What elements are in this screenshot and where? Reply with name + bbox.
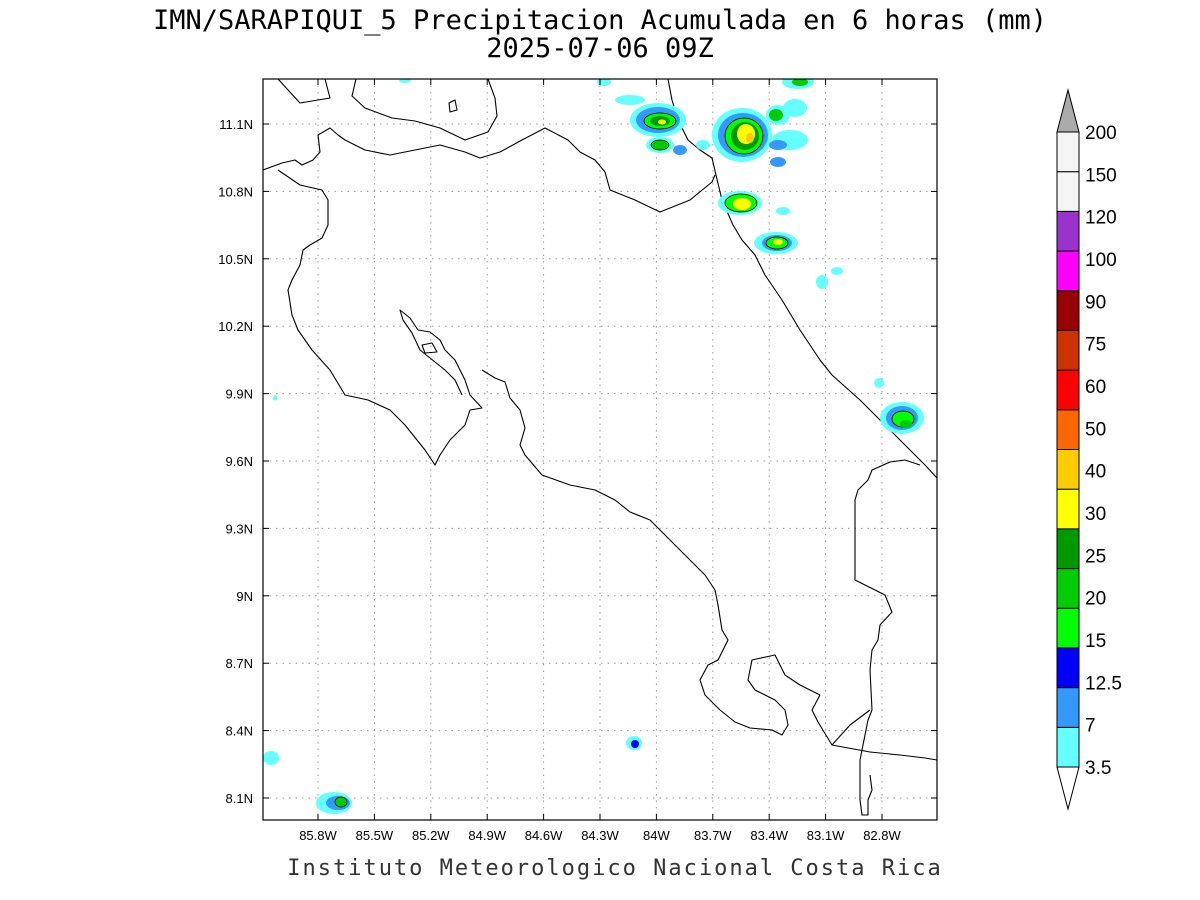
rain-cell xyxy=(718,191,790,215)
lon-tick-label: 85.8W xyxy=(299,828,337,843)
lon-tick-label: 85.5W xyxy=(356,828,394,843)
rain-cell xyxy=(766,79,814,167)
pacific-coastline xyxy=(277,169,483,466)
colorbar-swatch xyxy=(1056,250,1080,292)
colorbar-swatch xyxy=(1056,369,1080,411)
colorbar-under-arrow xyxy=(1056,766,1080,811)
colorbar-swatch xyxy=(1056,488,1080,530)
colorbar-label: 200 xyxy=(1085,123,1117,144)
axis-ticks: 85.8W 85.5W 85.2W 84.9W 84.6W 84.3W 84W 83.7W 83… xyxy=(218,79,937,843)
colorbar-label: 120 xyxy=(1085,208,1117,229)
lon-tick-label: 85.2W xyxy=(412,828,450,843)
colorbar-label: 30 xyxy=(1085,504,1106,525)
credit-text: Instituto Meteorologico Nacional Costa R… xyxy=(287,856,943,881)
lat-tick-label: 9.6N xyxy=(226,454,253,469)
lake-nicaragua-shore xyxy=(277,79,331,104)
rain-cell xyxy=(874,378,924,434)
colorbar-swatch xyxy=(1056,290,1080,331)
rain-cell xyxy=(754,232,798,254)
map-grid xyxy=(263,79,937,820)
lon-tick-label: 83.4W xyxy=(750,828,788,843)
colorbar-label: 40 xyxy=(1085,462,1106,483)
colorbar-label: 50 xyxy=(1085,419,1106,440)
colorbar-swatch xyxy=(1056,449,1080,490)
rain-cell xyxy=(272,395,278,401)
colorbar-label: 12.5 xyxy=(1085,673,1122,694)
lat-tick-label: 10.5N xyxy=(218,252,253,267)
lat-tick-label: 10.8N xyxy=(218,184,253,199)
colorbar-swatch xyxy=(1056,647,1080,689)
colorbar-label: 15 xyxy=(1085,631,1106,652)
colorbar-swatch xyxy=(1056,409,1080,450)
colorbar-label: 90 xyxy=(1085,292,1106,313)
colorbar-swatch xyxy=(1056,568,1080,609)
colorbar-swatch xyxy=(1056,131,1080,173)
lon-tick-label: 83.1W xyxy=(807,828,845,843)
colorbar-label: 7 xyxy=(1085,716,1096,737)
rain-cell xyxy=(831,267,843,275)
colorbar-label: 75 xyxy=(1085,335,1106,356)
colorbar-label: 60 xyxy=(1085,377,1106,398)
lat-tick-label: 11.1N xyxy=(219,117,253,132)
colorbar-swatch xyxy=(1056,607,1080,649)
colorbar-label: 100 xyxy=(1085,250,1117,271)
lat-tick-label: 8.7N xyxy=(226,656,253,671)
colorbar-legend: 3.5 7 12.5 15 20 25 30 40 50 60 75 90 100 120 150 200 xyxy=(1056,88,1122,811)
colorbar-swatch xyxy=(1056,726,1080,768)
colorbar-swatch xyxy=(1056,210,1080,252)
rain-cell xyxy=(630,103,686,137)
panama-border xyxy=(854,459,921,816)
rain-cell xyxy=(646,137,687,155)
coastline-borders xyxy=(263,79,937,816)
rain-cell xyxy=(816,275,828,289)
colorbar-swatch xyxy=(1056,687,1080,728)
precipitation-field xyxy=(263,79,924,814)
caribbean-coastline xyxy=(667,79,937,479)
lat-tick-label: 9N xyxy=(236,589,253,604)
rain-cell xyxy=(615,95,645,105)
nicaragua-border xyxy=(263,127,716,213)
rain-cell xyxy=(696,140,710,150)
lon-tick-label: 84.3W xyxy=(581,828,619,843)
colorbar-swatch xyxy=(1056,329,1080,371)
lon-tick-label: 82.8W xyxy=(863,828,901,843)
colorbar-over-arrow xyxy=(1056,88,1080,133)
lat-tick-label: 10.2N xyxy=(218,319,253,334)
lat-tick-label: 8.4N xyxy=(226,724,253,739)
rain-cell-main xyxy=(712,108,772,162)
lon-tick-label: 84.9W xyxy=(468,828,506,843)
rain-cell xyxy=(399,79,411,83)
rain-cell xyxy=(263,751,279,765)
lat-tick-label: 9.3N xyxy=(226,521,253,536)
lon-tick-label: 84W xyxy=(643,828,670,843)
colorbar-swatch xyxy=(1056,528,1080,570)
lon-tick-label: 84.6W xyxy=(525,828,563,843)
rain-cell xyxy=(626,736,642,750)
colorbar-label: 3.5 xyxy=(1085,758,1111,779)
chart-subtitle-datetime: 2025-07-06 09Z xyxy=(486,33,714,64)
rain-cell xyxy=(316,792,352,814)
chart-title: IMN/SARAPIQUI_5 Precipitacion Acumulada … xyxy=(152,5,1048,36)
lon-tick-label: 83.7W xyxy=(694,828,732,843)
lat-tick-label: 9.9N xyxy=(226,387,253,402)
colorbar-label: 25 xyxy=(1085,546,1106,567)
colorbar-swatch xyxy=(1056,171,1080,212)
colorbar-label: 150 xyxy=(1085,165,1117,186)
lat-tick-label: 8.1N xyxy=(226,791,253,806)
rain-cell xyxy=(597,79,611,86)
colorbar-label: 20 xyxy=(1085,589,1106,610)
